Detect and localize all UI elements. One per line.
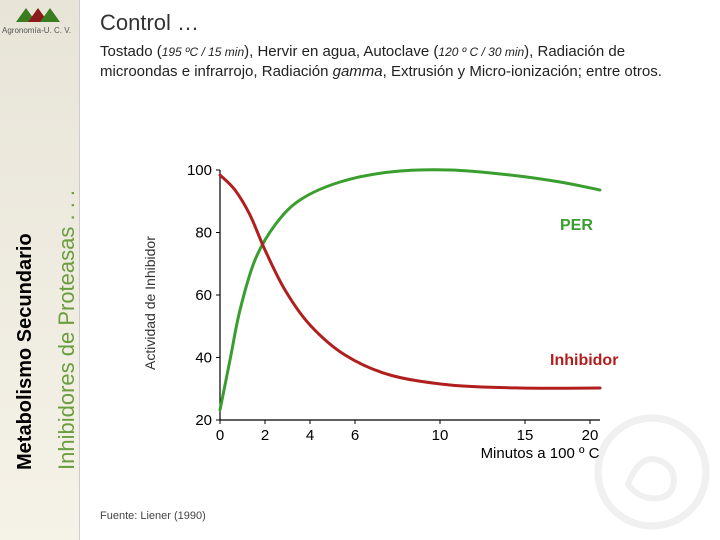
text-detail: 195 ºC / 15 min xyxy=(162,45,244,59)
text: , Extrusión y Micro-ionización; entre ot… xyxy=(383,63,662,80)
institution-label: Agronomía-U. C. V. xyxy=(2,26,71,35)
text-italic: gamma xyxy=(333,63,383,80)
svg-text:60: 60 xyxy=(195,287,212,304)
description-paragraph: Tostado (195 ºC / 15 min), Hervir en agu… xyxy=(100,42,700,83)
svg-text:Inhibidor: Inhibidor xyxy=(550,352,618,369)
svg-text:40: 40 xyxy=(195,350,212,367)
svg-text:4: 4 xyxy=(306,427,314,444)
y-axis-label: Actividad de Inhibidor xyxy=(142,236,158,370)
svg-text:80: 80 xyxy=(195,225,212,242)
svg-text:PER: PER xyxy=(560,217,593,234)
svg-text:6: 6 xyxy=(351,427,359,444)
text-detail: 120 º C / 30 min xyxy=(438,45,524,59)
svg-text:10: 10 xyxy=(432,427,449,444)
svg-text:100: 100 xyxy=(187,162,212,179)
svg-text:20: 20 xyxy=(195,412,212,429)
svg-text:0: 0 xyxy=(216,427,224,444)
vertical-title-sub: Inhibidores de Proteasas . . . xyxy=(54,190,80,470)
text: Tostado ( xyxy=(100,43,162,60)
svg-text:Minutos a 100 º C: Minutos a 100 º C xyxy=(481,445,600,462)
svg-text:15: 15 xyxy=(517,427,534,444)
svg-text:2: 2 xyxy=(261,427,269,444)
chart-svg: 204060801000246101520Minutos a 100 º CPE… xyxy=(160,160,660,470)
institution-logo xyxy=(8,4,72,24)
watermark-icon xyxy=(592,412,712,532)
source-citation: Fuente: Liener (1990) xyxy=(100,510,206,522)
vertical-title-main: Metabolismo Secundario xyxy=(14,233,37,470)
page-title: Control … xyxy=(100,10,199,36)
line-chart: 204060801000246101520Minutos a 100 º CPE… xyxy=(160,160,660,470)
text: ), Hervir en agua, Autoclave ( xyxy=(244,43,438,60)
